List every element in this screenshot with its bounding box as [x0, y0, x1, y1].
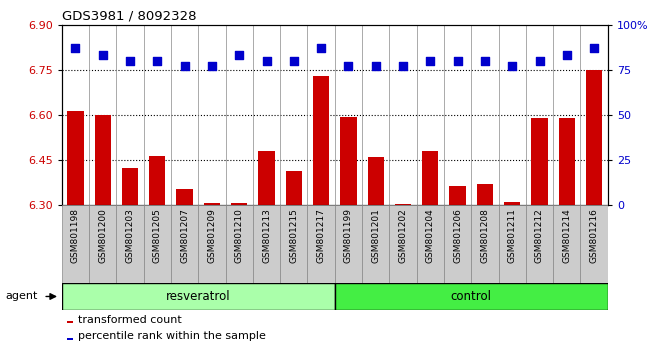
Bar: [149, 156, 166, 205]
Bar: [226, 205, 253, 283]
Bar: [362, 205, 389, 283]
Bar: [580, 205, 608, 283]
Bar: [280, 205, 307, 283]
Text: GSM801214: GSM801214: [562, 209, 571, 263]
Bar: [313, 76, 330, 205]
Text: GSM801199: GSM801199: [344, 209, 353, 263]
Bar: [307, 205, 335, 283]
Bar: [395, 204, 411, 205]
Text: GSM801198: GSM801198: [71, 209, 80, 263]
Bar: [449, 186, 466, 205]
Bar: [253, 205, 280, 283]
Bar: [335, 205, 362, 283]
Point: [507, 63, 517, 69]
Text: agent: agent: [5, 291, 37, 302]
Point: [261, 58, 272, 64]
Bar: [67, 110, 84, 205]
Bar: [367, 157, 384, 205]
Text: percentile rank within the sample: percentile rank within the sample: [78, 331, 266, 341]
Bar: [586, 70, 603, 205]
Bar: [499, 205, 526, 283]
Point: [343, 63, 354, 69]
Point: [289, 58, 299, 64]
Point: [398, 63, 408, 69]
Bar: [531, 118, 548, 205]
Bar: [203, 203, 220, 205]
Point: [234, 53, 244, 58]
Point: [98, 53, 108, 58]
Bar: [67, 321, 73, 323]
Bar: [198, 205, 226, 283]
Bar: [122, 168, 138, 205]
Bar: [144, 205, 171, 283]
Bar: [422, 151, 439, 205]
Bar: [67, 338, 73, 340]
Bar: [62, 283, 335, 310]
Point: [70, 45, 81, 51]
Text: GSM801209: GSM801209: [207, 209, 216, 263]
Bar: [258, 151, 275, 205]
Point: [534, 58, 545, 64]
Point: [125, 58, 135, 64]
Text: GSM801207: GSM801207: [180, 209, 189, 263]
Text: control: control: [450, 290, 492, 303]
Bar: [94, 115, 111, 205]
Point: [589, 45, 599, 51]
Text: GSM801204: GSM801204: [426, 209, 435, 263]
Bar: [335, 283, 608, 310]
Text: resveratrol: resveratrol: [166, 290, 231, 303]
Text: GSM801212: GSM801212: [535, 209, 544, 263]
Bar: [558, 118, 575, 205]
Text: GSM801216: GSM801216: [590, 209, 599, 263]
Point: [316, 45, 326, 51]
Bar: [471, 205, 499, 283]
Text: GSM801205: GSM801205: [153, 209, 162, 263]
Point: [425, 58, 436, 64]
Point: [480, 58, 490, 64]
Text: GSM801217: GSM801217: [317, 209, 326, 263]
Text: transformed count: transformed count: [78, 315, 182, 325]
Bar: [176, 189, 193, 205]
Bar: [526, 205, 553, 283]
Bar: [171, 205, 198, 283]
Bar: [389, 205, 417, 283]
Text: GSM801203: GSM801203: [125, 209, 135, 263]
Bar: [340, 116, 357, 205]
Point: [452, 58, 463, 64]
Point: [207, 63, 217, 69]
Bar: [553, 205, 580, 283]
Point: [152, 58, 162, 64]
Text: GSM801201: GSM801201: [371, 209, 380, 263]
Text: GSM801211: GSM801211: [508, 209, 517, 263]
Bar: [417, 205, 444, 283]
Text: GSM801213: GSM801213: [262, 209, 271, 263]
Point: [179, 63, 190, 69]
Text: GSM801215: GSM801215: [289, 209, 298, 263]
Text: GSM801206: GSM801206: [453, 209, 462, 263]
Bar: [116, 205, 144, 283]
Text: GSM801208: GSM801208: [480, 209, 489, 263]
Bar: [89, 205, 116, 283]
Text: GSM801202: GSM801202: [398, 209, 408, 263]
Point: [370, 63, 381, 69]
Bar: [62, 205, 89, 283]
Bar: [476, 184, 493, 205]
Point: [562, 53, 572, 58]
Text: GSM801200: GSM801200: [98, 209, 107, 263]
Bar: [285, 171, 302, 205]
Text: GDS3981 / 8092328: GDS3981 / 8092328: [62, 9, 196, 22]
Bar: [444, 205, 471, 283]
Bar: [231, 203, 248, 205]
Bar: [504, 202, 521, 205]
Text: GSM801210: GSM801210: [235, 209, 244, 263]
